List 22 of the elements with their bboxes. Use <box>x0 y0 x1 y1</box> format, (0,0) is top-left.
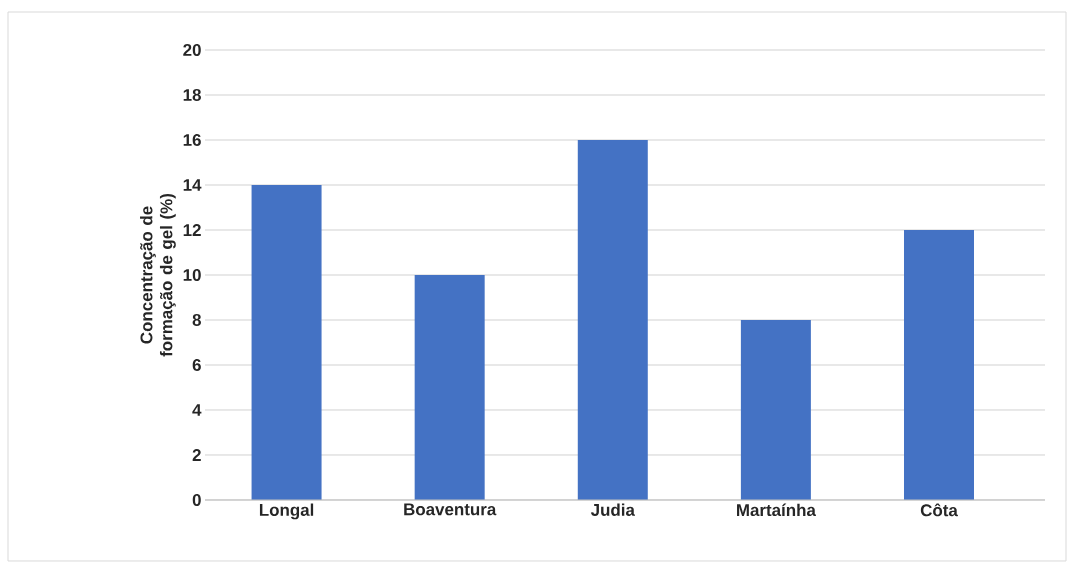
bar <box>251 184 322 500</box>
y-tick-label: 6 <box>192 358 201 371</box>
y-tick-label: 8 <box>192 313 201 326</box>
x-tick-label: Martaínha <box>737 503 816 517</box>
x-tick-label: Côta <box>920 503 958 517</box>
y-tick-label: 16 <box>183 133 201 146</box>
x-tick-label: Boaventura <box>404 503 497 516</box>
y-tick-label: 10 <box>183 268 201 281</box>
y-tick-label: 20 <box>183 43 201 56</box>
x-tick-label: Longal <box>259 503 314 520</box>
bar <box>414 274 485 500</box>
bar <box>577 139 648 500</box>
y-tick-label: 4 <box>192 404 202 416</box>
y-tick-label: 18 <box>183 88 201 101</box>
bar <box>904 229 974 500</box>
y-tick-label: 12 <box>183 224 201 236</box>
y-axis-title: Concentração de formação de gel (%) <box>140 193 176 357</box>
y-tick-label: 2 <box>192 449 201 461</box>
x-tick-label: Judia <box>590 503 636 516</box>
y-tick-label: 14 <box>183 179 202 191</box>
bar <box>740 319 811 500</box>
y-tick-label: 0 <box>192 493 201 506</box>
